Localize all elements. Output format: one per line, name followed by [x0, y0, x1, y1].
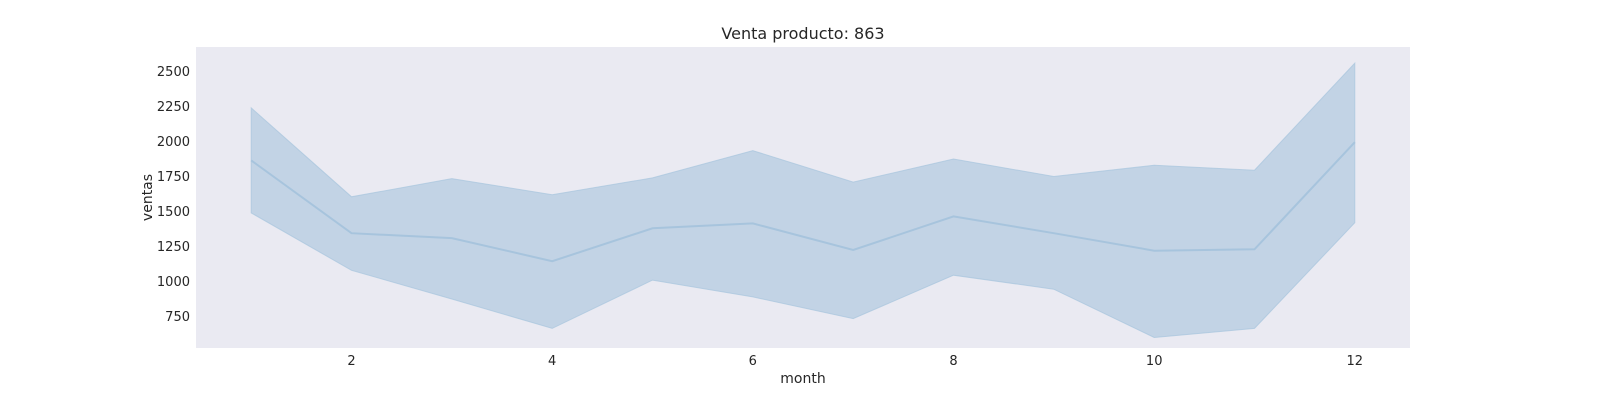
y-tick-label: 1500	[157, 205, 190, 220]
x-tick-label: 10	[1146, 354, 1163, 369]
y-tick-label: 1250	[157, 240, 190, 255]
x-tick-label: 12	[1347, 354, 1364, 369]
data-point	[1254, 248, 1256, 250]
confidence-band	[250, 61, 1356, 339]
chart-title: Venta producto: 863	[721, 24, 884, 43]
y-tick-label: 1000	[157, 275, 190, 290]
data-point	[1153, 250, 1155, 252]
x-tick-label: 8	[949, 354, 957, 369]
y-tick-label: 2000	[157, 135, 190, 150]
y-tick-label: 1750	[157, 170, 190, 185]
data-point	[1053, 232, 1055, 234]
x-tick-label: 6	[749, 354, 757, 369]
data-point	[1354, 141, 1356, 143]
data-point	[551, 260, 553, 262]
series-line	[250, 141, 1356, 263]
y-tick-label: 750	[165, 310, 190, 325]
y-axis-label: ventas	[140, 174, 156, 221]
data-point	[752, 222, 754, 224]
data-point	[852, 249, 854, 251]
data-point	[250, 159, 252, 161]
y-tick-label: 2500	[157, 65, 190, 80]
y-tick-label: 2250	[157, 100, 190, 115]
x-axis-label: month	[780, 371, 825, 387]
data-point	[652, 227, 654, 229]
data-point	[451, 237, 453, 239]
data-point	[953, 215, 955, 217]
x-tick-label: 4	[548, 354, 556, 369]
x-tick-label: 2	[347, 354, 355, 369]
data-point	[351, 232, 353, 234]
